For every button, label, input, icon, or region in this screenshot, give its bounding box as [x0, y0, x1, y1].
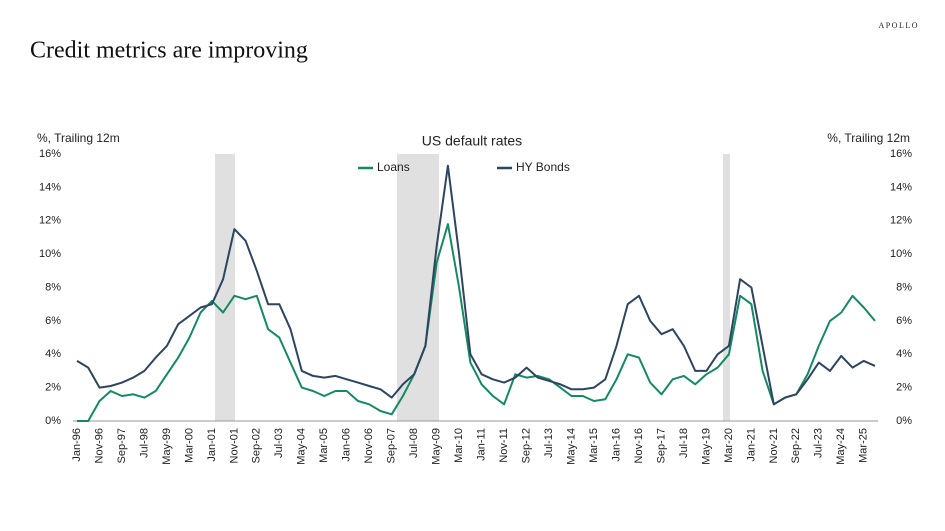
x-tick-label: Jul-13 [543, 428, 555, 458]
chart-title: US default rates [422, 133, 522, 149]
y-tick-label: 14% [39, 181, 61, 193]
y2-tick-label: 16% [890, 148, 912, 160]
x-tick-label: Jul-98 [138, 428, 150, 458]
x-tick-label: Jul-23 [813, 428, 825, 458]
x-tick-label: Nov-16 [633, 428, 645, 463]
x-tick-label: Nov-01 [228, 428, 240, 463]
y-tick-label: 2% [45, 382, 61, 394]
headline: Credit metrics are improving [30, 38, 308, 64]
y2-tick-label: 14% [890, 181, 912, 193]
x-tick-label: Mar-25 [858, 428, 870, 463]
x-tick-label: Mar-20 [723, 428, 735, 463]
x-tick-label: Jan-21 [745, 428, 757, 462]
line-series [76, 164, 876, 406]
x-tick-label: Nov-06 [363, 428, 375, 463]
recession-shade [723, 154, 730, 421]
y-tick-label: 16% [39, 148, 61, 160]
y-tick-label: 10% [39, 248, 61, 260]
x-tick-label: Sep-22 [790, 428, 802, 463]
x-tick-label: Jul-18 [678, 428, 690, 458]
legend-label: Loans [377, 160, 410, 174]
x-tick-label: Mar-10 [453, 428, 465, 463]
x-tick-label: Sep-02 [251, 428, 263, 463]
y-tick-label: 4% [45, 348, 61, 360]
x-tick-label: Nov-96 [93, 428, 105, 463]
y2-tick-label: 8% [896, 281, 912, 293]
x-tick-label: Mar-00 [183, 428, 195, 463]
x-tick-label: Jan-06 [341, 428, 353, 462]
y2-axis-title: %, Trailing 12m [827, 131, 910, 145]
y2-tick-label: 6% [896, 315, 912, 327]
x-tick-label: Sep-12 [520, 428, 532, 463]
y2-tick-label: 12% [890, 215, 912, 227]
x-tick-label: Jan-11 [476, 428, 488, 461]
x-tick-label: Jan-01 [206, 428, 218, 462]
y-axis-title: %, Trailing 12m [37, 131, 120, 145]
recession-shade [215, 154, 235, 421]
x-tick-label: May-19 [700, 428, 712, 465]
x-tick-label: May-04 [296, 428, 308, 465]
x-tick-label: Mar-05 [318, 428, 330, 463]
line-series [77, 223, 876, 422]
y-tick-label: 6% [45, 315, 61, 327]
x-tick-label: Sep-97 [116, 428, 128, 463]
y-tick-label: 12% [39, 215, 61, 227]
x-tick-label: Nov-11 [498, 428, 510, 463]
x-tick-label: Jul-03 [273, 428, 285, 458]
y-tick-label: 8% [45, 281, 61, 293]
x-tick-label: Sep-07 [386, 428, 398, 463]
x-tick-label: May-99 [161, 428, 173, 465]
x-tick-label: Jan-96 [71, 428, 83, 462]
y-tick-label: 0% [45, 415, 61, 427]
x-tick-label: Mar-15 [588, 428, 600, 463]
x-tick-label: May-24 [835, 428, 847, 465]
y2-tick-label: 0% [896, 415, 912, 427]
y2-tick-label: 4% [896, 348, 912, 360]
x-tick-label: Jul-08 [408, 428, 420, 458]
legend-label: HY Bonds [516, 160, 570, 174]
x-tick-label: May-14 [565, 428, 577, 465]
x-tick-label: Sep-17 [655, 428, 667, 463]
y2-tick-label: 2% [896, 382, 912, 394]
x-tick-label: Jan-16 [610, 428, 622, 462]
y2-tick-label: 10% [890, 248, 912, 260]
x-tick-label: Nov-21 [768, 428, 780, 463]
x-tick-label: May-09 [431, 428, 443, 465]
brand: APOLLO [878, 21, 919, 30]
